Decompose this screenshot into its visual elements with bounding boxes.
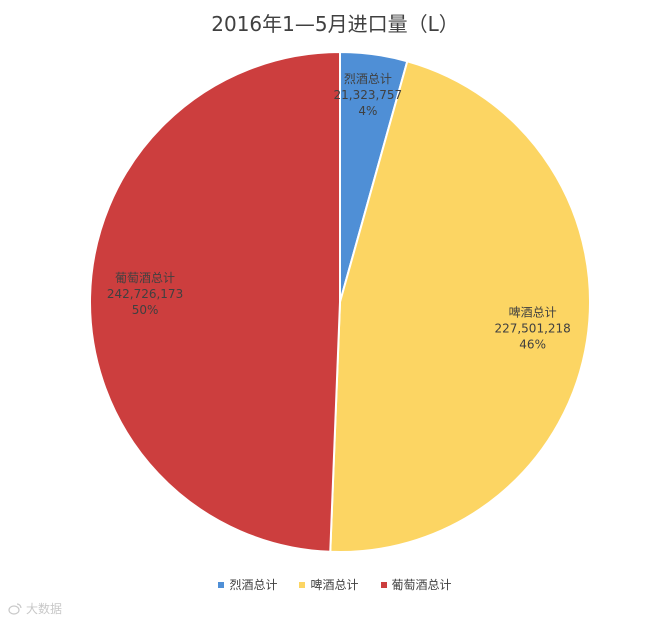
legend-swatch-wine [380,581,387,588]
pie-slice-beer [329,59,591,553]
slice-label-spirits: 烈酒总计 21,323,757 4% [333,72,402,118]
pie-slice-wine [89,50,341,553]
pie-slices [89,50,591,553]
slice-label-line-wine-0: 葡萄酒总计 [115,271,175,285]
chart-title: 2016年1—5月进口量（L） [211,12,459,36]
slice-label-line-wine-1: 242,726,173 [107,287,183,301]
slice-label-line-beer-2: 46% [519,337,546,351]
slice-label-line-spirits-2: 4% [358,104,377,118]
legend-label-wine: 葡萄酒总计 [391,578,452,592]
slice-label-line-beer-1: 227,501,218 [494,321,570,335]
legend-swatch-beer [299,581,306,588]
legend-swatch-spirits [218,581,225,588]
legend-label-spirits: 烈酒总计 [229,578,278,592]
legend-label-beer: 啤酒总计 [310,578,359,592]
legend-item-wine: 葡萄酒总计 [380,576,452,593]
pie-labels: 烈酒总计 21,323,757 4% 啤酒总计 227,501,218 46% 葡萄酒总计 2… [107,72,571,351]
watermark: 大数据 [8,600,62,617]
pie-chart: 烈酒总计 21,323,757 4% 啤酒总计 227,501,218 46% 葡萄酒总计 2… [89,50,591,553]
legend: 烈酒总计 啤酒总计 葡萄酒总计 [0,576,670,593]
weibo-logo-icon [8,602,22,615]
slice-label-beer: 啤酒总计 227,501,218 46% [494,304,570,351]
watermark-text: 大数据 [26,602,63,616]
slice-label-line-wine-2: 50% [132,303,159,317]
slice-label-line-spirits-0: 烈酒总计 [344,72,392,86]
slice-label-wine: 葡萄酒总计 242,726,173 50% [107,271,183,317]
slice-label-line-beer-0: 啤酒总计 [509,304,557,319]
legend-item-spirits: 烈酒总计 [218,576,277,593]
legend-item-beer: 啤酒总计 [299,576,359,593]
slice-label-line-spirits-1: 21,323,757 [333,88,402,102]
